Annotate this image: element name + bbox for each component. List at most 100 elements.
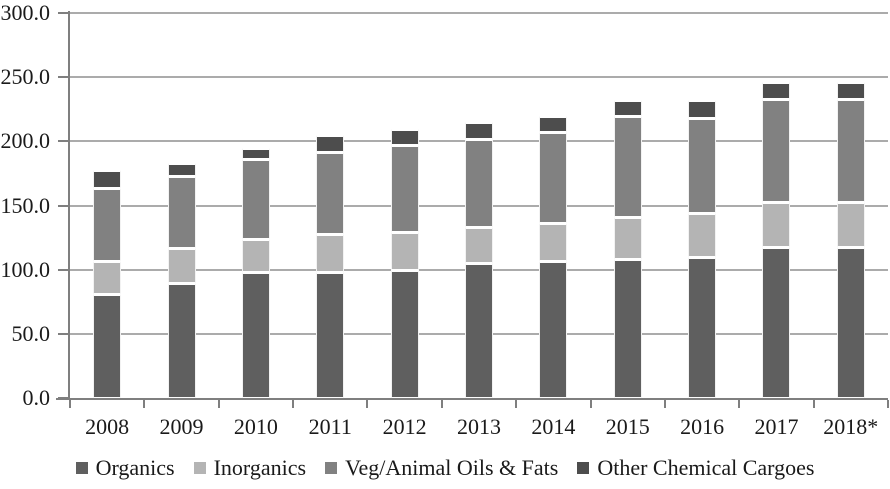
legend-item: Organics: [75, 455, 175, 481]
bar-segment: [539, 115, 568, 133]
y-tick-mark: [58, 12, 70, 14]
y-tick-mark: [58, 204, 70, 207]
bar-segment: [465, 138, 493, 228]
bar-segment: [613, 259, 642, 398]
bar-2011: [316, 134, 345, 398]
y-tick-label: 200.0: [0, 128, 51, 154]
bar-segment: [613, 115, 642, 218]
plot-area: [70, 13, 888, 398]
x-tick-mark: [143, 400, 146, 408]
bar-segment: [688, 256, 717, 398]
bar-segment: [316, 272, 345, 398]
bar-segment: [539, 223, 568, 261]
x-tick-mark: [292, 400, 295, 408]
bar-segment: [465, 263, 493, 398]
y-tick-mark: [58, 140, 70, 143]
bar-segment: [688, 100, 717, 119]
y-tick-mark: [58, 332, 70, 335]
x-tick-label-2015: 2015: [605, 414, 650, 439]
bar-2013: [465, 122, 493, 398]
legend-swatch-icon: [75, 462, 88, 474]
x-tick-label-2017: 2017: [754, 414, 799, 439]
bar-2017: [762, 82, 791, 398]
bar-segment: [93, 294, 122, 398]
bar-segment: [539, 132, 568, 224]
bar-segment: [688, 118, 717, 214]
x-tick-label-2018*: 2018*: [823, 414, 879, 439]
bar-segment: [688, 213, 717, 257]
bar-segment: [241, 147, 270, 160]
bar-2014: [539, 115, 568, 398]
bar-segment: [316, 134, 345, 152]
gridline-250.0: [70, 76, 888, 79]
x-tick-label-2009: 2009: [159, 414, 204, 439]
bar-segment: [390, 145, 419, 233]
bar-2008: [93, 169, 122, 398]
y-tick-label: 100.0: [0, 256, 51, 282]
y-tick-mark: [58, 397, 70, 399]
legend-swatch-icon: [325, 462, 338, 474]
bar-segment: [390, 269, 419, 398]
y-tick-mark: [58, 76, 70, 79]
legend-label: Organics: [95, 455, 175, 480]
x-tick-mark: [217, 400, 220, 408]
x-tick-mark: [663, 400, 666, 408]
legend-item: Other Chemical Cargoes: [577, 455, 814, 481]
bar-segment: [316, 233, 345, 273]
y-tick-label: 0.0: [22, 385, 51, 410]
y-tick-label: 50.0: [11, 320, 51, 346]
x-tick-mark: [589, 400, 592, 408]
x-tick-label-2013: 2013: [456, 414, 501, 439]
bar-segment: [465, 122, 493, 139]
x-tick-mark: [887, 400, 889, 408]
bar-segment: [167, 247, 196, 283]
legend: Organics Inorganics Veg/Animal Oils & Fats…: [0, 452, 890, 484]
y-tick-label: 150.0: [0, 192, 51, 218]
x-tick-mark: [738, 400, 741, 408]
bar-segment: [390, 128, 419, 146]
bar-segment: [836, 99, 865, 202]
bar-2012: [390, 128, 419, 398]
bar-2016: [688, 100, 717, 398]
bar-segment: [241, 272, 270, 398]
x-tick-mark: [366, 400, 369, 408]
bar-segment: [539, 260, 568, 398]
bar-segment: [465, 227, 493, 264]
bar-segment: [762, 82, 791, 100]
x-tick-label-2011: 2011: [308, 414, 352, 439]
gridline-300.0: [70, 12, 888, 14]
bar-segment: [390, 232, 419, 270]
bar-2010: [241, 147, 270, 398]
bar-2015: [613, 100, 642, 398]
bar-segment: [762, 201, 791, 247]
bar-segment: [241, 159, 270, 239]
legend-swatch-icon: [193, 462, 206, 474]
x-tick-mark: [812, 400, 815, 408]
y-tick-label: 250.0: [0, 64, 51, 90]
bar-2018*: [836, 82, 865, 398]
bar-segment: [93, 169, 122, 188]
bar-segment: [167, 282, 196, 398]
bar-segment: [762, 99, 791, 202]
bar-segment: [613, 100, 642, 116]
legend-swatch-icon: [577, 462, 590, 474]
x-tick-label-2012: 2012: [382, 414, 427, 439]
bar-segment: [93, 187, 122, 261]
y-tick-mark: [58, 268, 70, 271]
x-tick-mark: [515, 400, 518, 408]
bar-segment: [167, 176, 196, 248]
bar-segment: [836, 246, 865, 398]
bar-segment: [93, 260, 122, 295]
bar-2009: [167, 163, 196, 398]
x-tick-label-2008: 2008: [85, 414, 130, 439]
x-tick-label-2016: 2016: [680, 414, 725, 439]
legend-label: Veg/Animal Oils & Fats: [345, 455, 559, 480]
legend-label: Other Chemical Cargoes: [597, 455, 815, 480]
legend-item: Veg/Animal Oils & Fats: [325, 455, 558, 481]
bar-segment: [762, 246, 791, 398]
x-tick-mark: [440, 400, 443, 408]
bar-segment: [316, 151, 345, 234]
bar-segment: [613, 217, 642, 260]
x-axis-line: [56, 398, 888, 400]
